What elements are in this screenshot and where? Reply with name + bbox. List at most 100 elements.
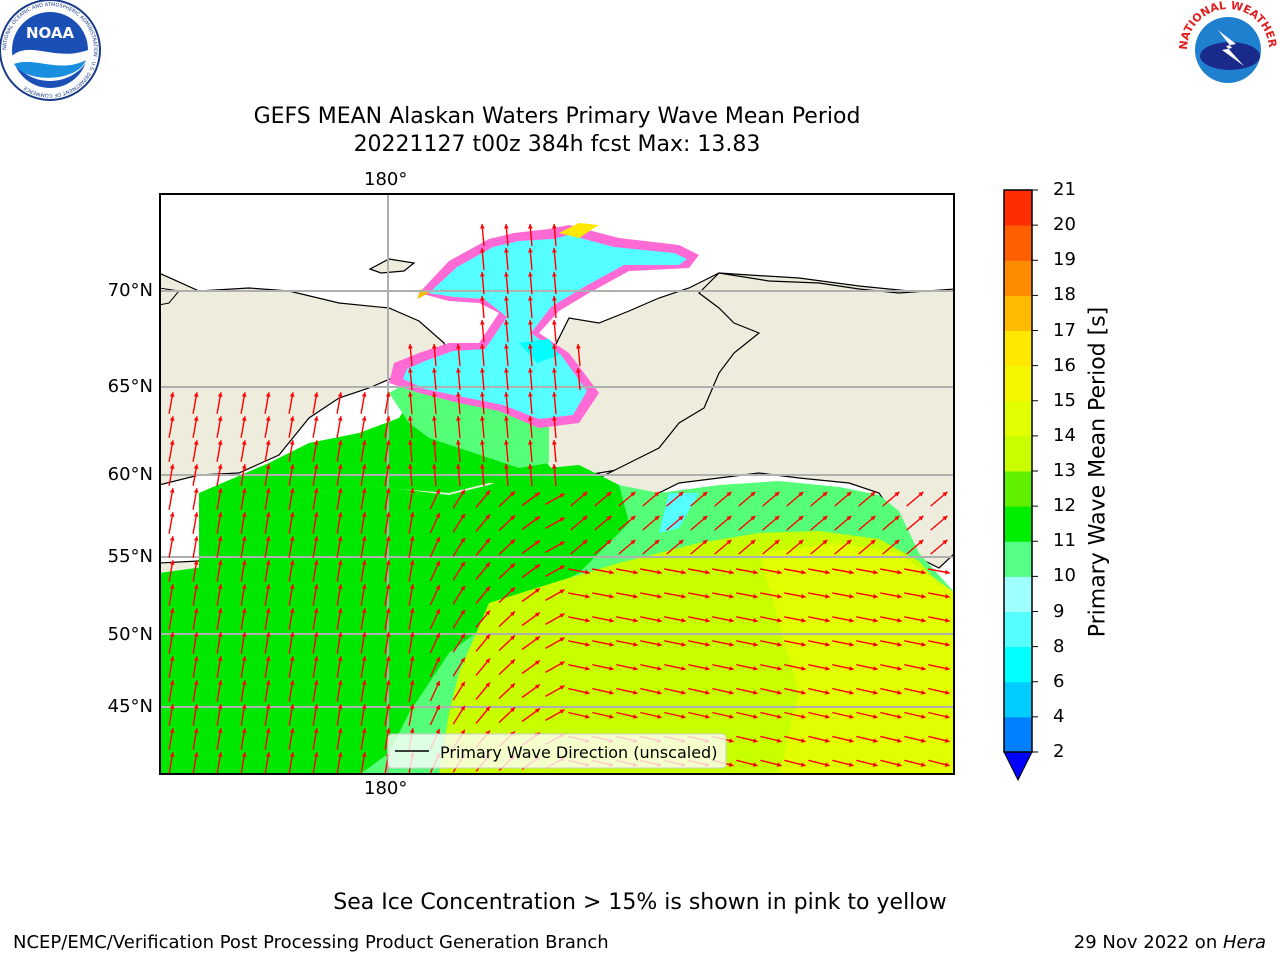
wave-arrow-head — [385, 704, 391, 709]
wave-arrow-head — [456, 344, 461, 349]
wave-arrow-head — [289, 512, 295, 517]
wave-arrow-head — [552, 464, 557, 469]
top-longitude-label: 180° — [364, 169, 408, 190]
wave-arrow-head — [606, 539, 612, 545]
wave-arrow-head — [460, 729, 465, 735]
wave-arrow-head — [480, 272, 485, 277]
wave-arrow-head — [265, 608, 271, 613]
wave-arrow-head — [435, 633, 440, 638]
wave-arrow-head — [918, 539, 924, 545]
wave-arrow-head — [678, 515, 684, 521]
wave-arrow-head — [920, 738, 926, 743]
wave-arrow-head — [849, 617, 854, 623]
colorbar-tick-label: 9 — [1053, 600, 1065, 622]
wave-arrow-head — [241, 560, 247, 565]
wave-arrow-head — [606, 491, 612, 497]
wave-arrow-head — [313, 656, 319, 661]
wave-arrow-head — [705, 593, 710, 599]
wave-arrow-head — [361, 536, 367, 541]
wave-arrow-head — [289, 608, 295, 613]
wave-arrow-head — [825, 642, 830, 647]
wave-arrow-head — [681, 569, 686, 575]
wave-arrow-head — [534, 540, 540, 545]
wave-arrow-head — [504, 392, 509, 397]
wave-arrow-head — [385, 728, 391, 733]
colorbar-under-arrow — [1003, 751, 1033, 782]
wave-arrow-head — [485, 706, 490, 712]
wave-arrow-head — [510, 491, 515, 497]
wave-arrow-head — [217, 608, 223, 613]
wave-arrow-head — [241, 584, 247, 589]
wave-arrow-head — [942, 515, 948, 521]
wave-arrow-head — [921, 617, 926, 623]
wave-arrow-head — [800, 762, 806, 767]
noaa-logo: NOAA NATIONAL OCEANIC AND ATMOSPHERIC AD… — [0, 0, 101, 101]
wave-arrow-head — [241, 704, 247, 709]
wave-arrow-head — [897, 569, 902, 575]
colorbar-segment — [1004, 400, 1032, 437]
wave-arrow-head — [609, 617, 614, 623]
wave-arrow-head — [872, 690, 878, 695]
wave-arrow-head — [704, 714, 710, 719]
wave-arrow-head — [945, 666, 950, 671]
colorbar-tick-label: 17 — [1053, 319, 1076, 341]
wave-arrow-head — [848, 690, 854, 695]
wave-arrow-head — [800, 738, 806, 743]
wave-arrow-head — [752, 738, 758, 743]
wave-arrow-head — [193, 632, 199, 637]
wave-arrow-head — [534, 636, 540, 641]
wave-arrow-head — [944, 762, 950, 767]
wave-arrow-head — [552, 320, 557, 325]
wave-arrow-head — [337, 632, 343, 637]
wave-arrow-head — [921, 593, 926, 599]
wave-arrow-head — [654, 491, 660, 497]
wave-arrow-head — [559, 517, 565, 522]
wave-arrow-head — [435, 705, 440, 710]
wave-arrow-head — [480, 440, 485, 445]
wave-arrow-head — [480, 224, 485, 229]
wave-arrow-head — [633, 642, 638, 647]
wave-arrow-head — [510, 635, 515, 641]
wave-arrow-head — [361, 464, 367, 469]
wave-arrow-head — [485, 610, 490, 616]
wave-arrow-head — [432, 416, 437, 421]
wave-arrow-head — [848, 738, 854, 743]
wave-arrow-head — [409, 536, 415, 541]
wave-arrow-head — [435, 609, 440, 614]
wave-arrow-head — [432, 344, 437, 349]
wave-arrow-head — [193, 752, 199, 757]
wave-arrow-head — [313, 392, 319, 397]
wave-arrow-head — [485, 634, 490, 640]
wave-arrow-head — [480, 392, 485, 397]
wave-arrow-head — [361, 488, 367, 493]
wave-arrow-head — [169, 632, 175, 637]
wave-arrow-head — [534, 660, 540, 665]
wave-arrow-head — [944, 738, 950, 743]
wave-arrow-head — [432, 440, 437, 445]
wave-arrow-head — [559, 589, 565, 594]
wave-arrow-head — [289, 440, 295, 445]
wave-arrow-head — [169, 392, 175, 397]
wave-arrow-head — [385, 656, 391, 661]
wave-arrow-head — [752, 714, 758, 719]
wave-arrow-head — [918, 515, 924, 521]
wave-arrow-head — [408, 392, 413, 397]
wave-arrow-head — [432, 368, 437, 373]
wave-arrow-head — [241, 512, 247, 517]
wave-arrow-head — [217, 728, 223, 733]
wave-arrow-head — [337, 512, 343, 517]
wave-arrow-head — [801, 666, 806, 671]
wave-arrow-head — [528, 368, 533, 373]
wave-arrow-head — [681, 642, 686, 647]
wave-arrow-head — [241, 416, 247, 421]
wave-arrow-head — [289, 560, 295, 565]
wave-arrow-head — [585, 642, 590, 647]
wave-arrow-head — [870, 539, 876, 545]
footer-organization: NCEP/EMC/Verification Post Processing Pr… — [13, 932, 609, 953]
wave-arrow-head — [873, 617, 878, 623]
wave-arrow-head — [608, 690, 614, 695]
wave-arrow-head — [241, 656, 247, 661]
wave-arrow-head — [777, 642, 782, 647]
wave-arrow-head — [633, 593, 638, 599]
wave-arrow-head — [584, 690, 590, 695]
